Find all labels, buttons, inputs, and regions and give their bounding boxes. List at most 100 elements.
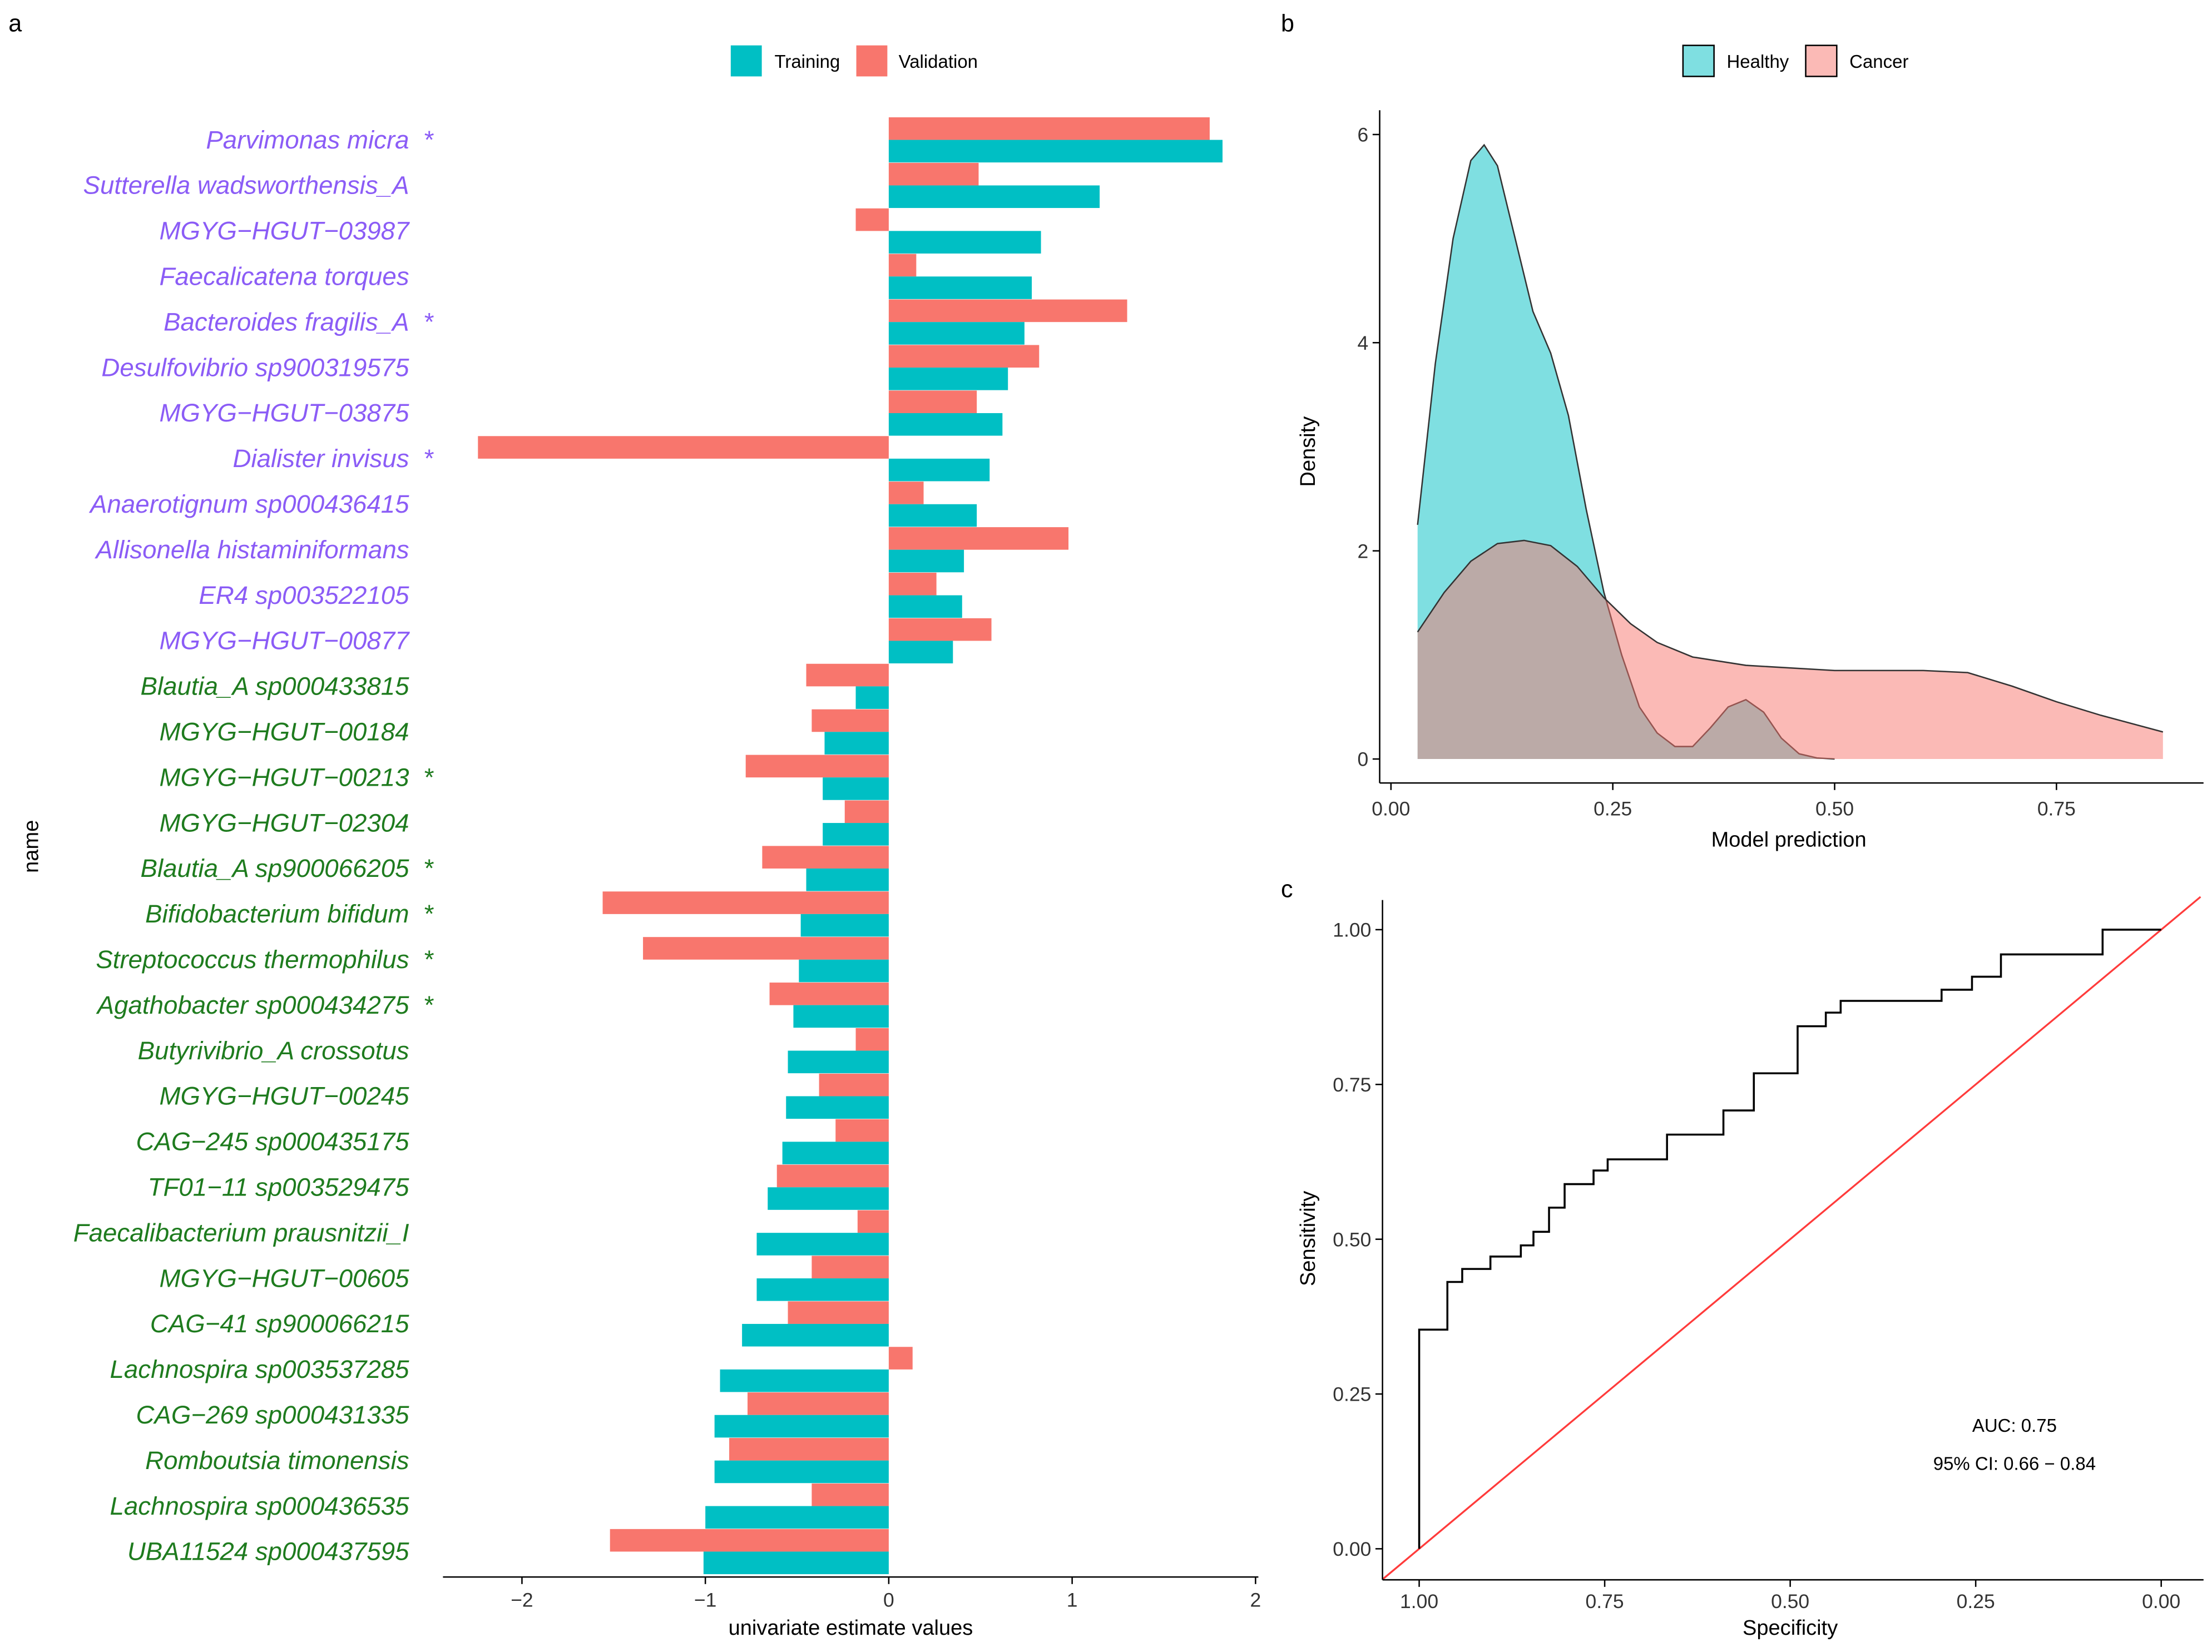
bar-validation [888,117,1210,140]
legend-swatch-cancer [1805,44,1838,77]
bar-training [793,1005,889,1028]
significance-star: * [423,854,434,882]
bar-validation [729,1438,889,1461]
legend-b: Healthy Cancer [1682,44,1908,77]
bar-training [888,504,977,527]
bar-validation [888,1347,913,1370]
y-tick-label: 1.00 [1333,919,1371,941]
x-tick-label: 0.00 [1372,797,1410,820]
x-tick-label: 0.50 [1815,797,1854,820]
x-tick-label: 1.00 [1400,1590,1438,1613]
category-label: Faecalibacterium prausnitzii_I [73,1218,409,1247]
legend-a: Training Validation [730,45,978,77]
panel-c-roc-chart: 1.00 0.75 0.50 0.25 0.000.000.250.500.751.00… [1296,896,2204,1640]
density-line-cancer [1417,539,2164,733]
bar-training [806,868,889,891]
bar-training [782,1142,889,1164]
category-label: Agathobacter sp000434275 [96,991,409,1019]
significance-star: * [423,991,434,1019]
bar-validation [857,1210,889,1233]
bar-training [756,1233,889,1256]
category-label: Sutterella wadsworthensis_A [83,171,409,200]
x-axis-label-c: Specificity [1743,1616,1838,1640]
bar-validation [888,390,977,413]
category-label: CAG−269 sp000431335 [136,1401,409,1429]
bar-validation [888,618,992,641]
bar-training [888,276,1032,299]
category-label: Dialister invisus [232,444,409,473]
category-label: TF01−11 sp003529475 [148,1173,410,1201]
x-tick-label: 0.00 [2142,1590,2180,1613]
bar-training [855,686,889,709]
category-label: MGYG−HGUT−03875 [160,399,410,427]
legend-label-training: Training [774,51,840,72]
x-tick-label: 0.25 [1594,797,1632,820]
bar-training [888,549,964,573]
category-label: MGYG−HGUT−00605 [160,1264,410,1292]
category-label: CAG−41 sp900066215 [150,1309,409,1338]
significance-star: * [423,444,434,473]
ticks-c: 1.00 0.75 0.50 0.25 0.00 0.00 0.25 0.50 0.75 1.00 [1333,919,2180,1613]
category-label: MGYG−HGUT−00184 [160,717,409,746]
bar-training [714,1460,889,1484]
x-tick-label: 2 [1250,1589,1261,1611]
roc-lines [1382,896,2201,1580]
y-tick-label: 0 [1358,748,1369,771]
category-label: UBA11524 sp000437595 [127,1537,409,1566]
bar-training [714,1415,889,1438]
category-labels: Parvimonas micra * Sutterella wadsworthens… [73,126,434,1566]
panel-label-a: a [8,10,22,37]
category-label: CAG−245 sp000435175 [136,1128,409,1156]
density-areas [1417,143,2164,760]
category-label: Lachnospira sp000436535 [110,1492,410,1520]
bar-validation [888,299,1127,323]
bar-training [888,140,1223,163]
category-label: Desulfovibrio sp900319575 [101,353,409,381]
bar-validation [888,345,1040,368]
y-tick-label: 2 [1358,540,1369,562]
category-label: Butyrivibrio_A crossotus [138,1036,409,1065]
bar-validation [748,1392,889,1415]
category-label: Anaerotignum sp000436415 [88,490,409,518]
bar-validation [776,1164,889,1188]
bar-validation [806,663,889,687]
bar-training [823,823,889,846]
roc-curve [1418,929,2161,1549]
bar-training [888,595,962,618]
ci-annotation: 95% CI: 0.66 − 0.84 [1933,1453,2096,1474]
panel-label-b: b [1281,10,1294,37]
bar-validation [769,983,889,1005]
bar-validation [888,527,1069,550]
bar-training [742,1323,889,1347]
bar-validation [811,1483,889,1506]
bar-validation [478,436,889,459]
bar-training [768,1187,889,1210]
category-label: Faecalicatena torques [159,262,409,290]
bar-validation [855,208,889,231]
bar-validation [835,1119,889,1142]
bar-training [800,914,889,937]
legend-label-validation: Validation [899,51,978,72]
bar-training [824,732,889,755]
reference-diagonal [1382,896,2201,1580]
category-label: MGYG−HGUT−00877 [160,627,410,655]
bar-training [799,959,889,983]
bar-validation [888,162,979,186]
y-axis-label-c: Sensitivity [1296,1191,1320,1286]
significance-star: * [423,900,434,928]
significance-star: * [423,126,434,154]
bar-validation [888,482,924,504]
category-label: Bacteroides fragilis_A [164,307,409,336]
x-axis-label-a: univariate estimate values [729,1616,973,1640]
bar-training [888,413,1003,436]
bar-validation [745,755,889,778]
x-tick-label: −1 [694,1589,716,1611]
panel-label-c: c [1281,876,1293,903]
y-axis-label-b: Density [1296,416,1320,487]
category-label: Blautia_A sp000433815 [141,672,410,701]
bar-training [888,368,1008,390]
bar-validation [811,1256,889,1279]
bar-training [786,1096,889,1119]
category-label: MGYG−HGUT−02304 [160,808,409,837]
bar-validation [819,1073,889,1097]
